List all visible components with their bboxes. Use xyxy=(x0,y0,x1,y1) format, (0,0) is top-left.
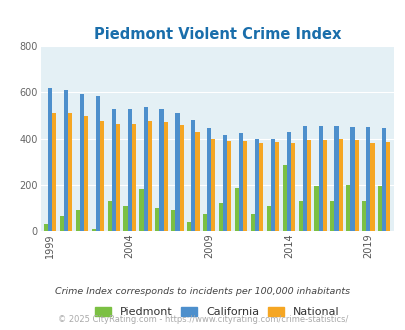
Bar xyxy=(159,109,163,231)
Bar xyxy=(64,90,68,231)
Bar xyxy=(222,135,227,231)
Title: Piedmont Violent Crime Index: Piedmont Violent Crime Index xyxy=(93,27,340,42)
Bar xyxy=(111,109,115,231)
Bar xyxy=(60,216,64,231)
Bar xyxy=(330,201,334,231)
Bar xyxy=(298,201,302,231)
Bar xyxy=(80,94,84,231)
Bar xyxy=(354,140,358,231)
Bar xyxy=(338,139,342,231)
Bar xyxy=(179,125,183,231)
Bar xyxy=(350,127,354,231)
Bar xyxy=(369,143,374,231)
Bar xyxy=(227,141,231,231)
Bar xyxy=(187,222,191,231)
Bar xyxy=(243,141,247,231)
Bar xyxy=(92,229,96,231)
Bar xyxy=(195,132,199,231)
Bar xyxy=(302,126,306,231)
Bar xyxy=(334,126,338,231)
Bar xyxy=(274,142,278,231)
Bar xyxy=(175,113,179,231)
Bar xyxy=(365,127,369,231)
Bar xyxy=(211,139,215,231)
Bar xyxy=(123,206,127,231)
Bar xyxy=(100,121,104,231)
Bar xyxy=(345,185,350,231)
Bar xyxy=(322,140,326,231)
Bar xyxy=(143,108,147,231)
Bar xyxy=(254,139,258,231)
Bar xyxy=(115,123,120,231)
Bar xyxy=(68,113,72,231)
Bar xyxy=(191,120,195,231)
Bar xyxy=(313,186,318,231)
Bar xyxy=(163,122,167,231)
Bar xyxy=(318,126,322,231)
Bar xyxy=(147,121,151,231)
Bar xyxy=(127,109,132,231)
Bar xyxy=(218,203,222,231)
Bar xyxy=(282,165,286,231)
Bar xyxy=(207,128,211,231)
Bar xyxy=(266,206,270,231)
Bar xyxy=(44,224,48,231)
Bar xyxy=(202,214,207,231)
Bar xyxy=(377,186,381,231)
Bar xyxy=(234,188,239,231)
Bar xyxy=(155,208,159,231)
Bar xyxy=(239,133,243,231)
Bar xyxy=(381,128,386,231)
Bar xyxy=(258,143,262,231)
Bar xyxy=(361,201,365,231)
Bar xyxy=(139,189,143,231)
Bar xyxy=(171,210,175,231)
Bar xyxy=(48,88,52,231)
Bar xyxy=(84,115,88,231)
Bar xyxy=(386,142,390,231)
Bar xyxy=(96,96,100,231)
Bar xyxy=(306,140,310,231)
Legend: Piedmont, California, National: Piedmont, California, National xyxy=(95,307,338,317)
Bar xyxy=(107,201,111,231)
Bar xyxy=(270,139,274,231)
Bar xyxy=(286,132,290,231)
Text: Crime Index corresponds to incidents per 100,000 inhabitants: Crime Index corresponds to incidents per… xyxy=(55,287,350,296)
Bar xyxy=(76,210,80,231)
Bar xyxy=(132,123,136,231)
Bar xyxy=(290,143,294,231)
Bar xyxy=(52,113,56,231)
Bar xyxy=(250,214,254,231)
Text: © 2025 CityRating.com - https://www.cityrating.com/crime-statistics/: © 2025 CityRating.com - https://www.city… xyxy=(58,315,347,324)
